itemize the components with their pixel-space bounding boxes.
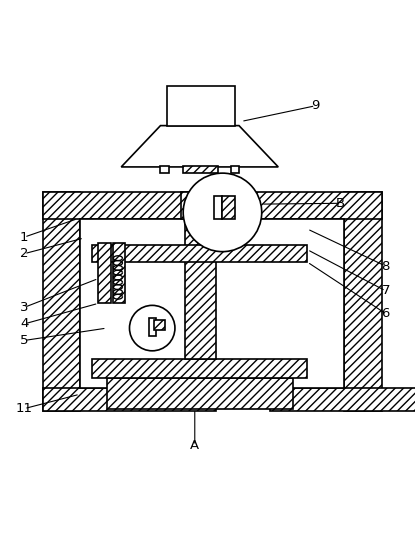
Bar [99,243,111,304]
Text: 2: 2 [20,247,28,260]
Bar [185,198,216,359]
Text: 7: 7 [381,285,390,297]
Text: 4: 4 [20,317,28,330]
Circle shape [183,173,262,252]
Bar [181,192,220,218]
Bar [149,317,156,336]
Text: 9: 9 [311,99,319,113]
Text: 5: 5 [20,334,28,347]
Bar [167,86,235,126]
Bar [107,378,293,409]
Text: A: A [190,439,199,452]
Text: 3: 3 [20,301,28,314]
Bar [214,196,222,218]
Bar [223,196,235,218]
Text: 1: 1 [20,231,28,243]
Text: B: B [336,197,345,210]
Text: 8: 8 [381,260,390,272]
Bar [154,320,165,330]
Bar [92,246,307,262]
Bar [270,388,416,411]
Text: 6: 6 [381,307,390,320]
Bar [43,192,80,411]
Bar [43,388,216,411]
Polygon shape [121,126,278,167]
Bar [92,359,307,378]
Circle shape [129,305,175,351]
Bar [183,165,218,173]
Bar [80,218,344,388]
Bar [43,192,381,218]
Bar [231,165,239,173]
Bar [113,243,125,304]
Bar [161,165,169,173]
Text: 11: 11 [16,402,32,415]
Bar [344,192,381,411]
